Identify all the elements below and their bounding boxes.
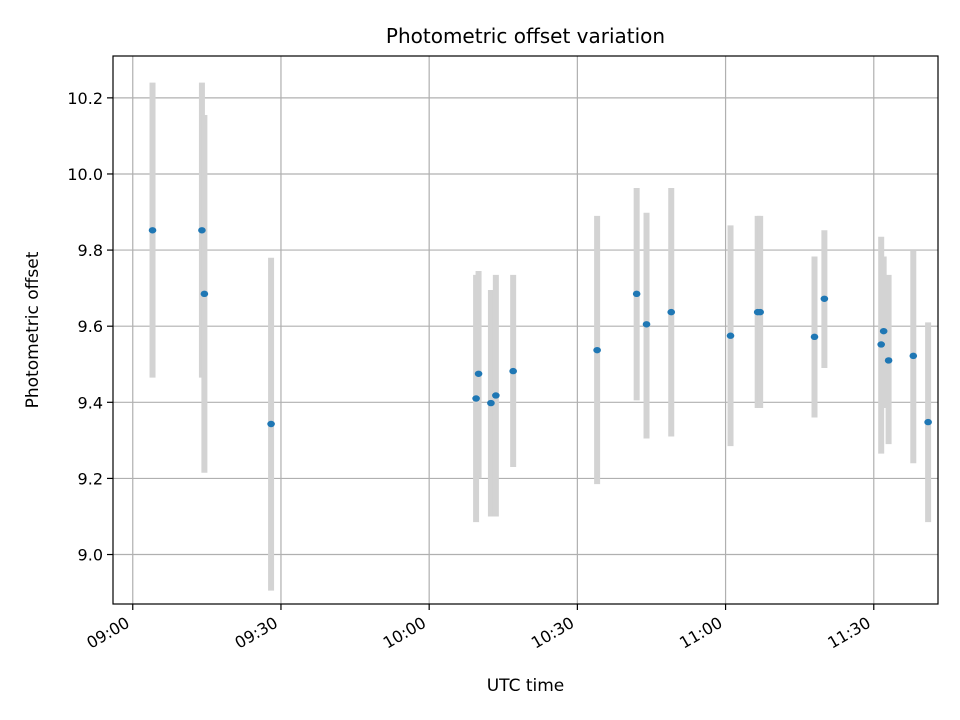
data-point	[909, 352, 918, 360]
data-point	[667, 308, 676, 316]
data-point	[924, 418, 932, 426]
data-points	[148, 227, 932, 428]
data-point	[509, 367, 517, 375]
data-point	[472, 395, 480, 402]
data-point	[593, 346, 601, 354]
y-tick-label: 10.2	[67, 89, 103, 108]
grid-lines	[113, 56, 938, 604]
x-tick-label: 10:00	[380, 613, 429, 653]
x-tick-label: 09:30	[232, 613, 281, 653]
data-point	[148, 227, 157, 234]
y-tick-label: 10.0	[67, 165, 103, 184]
data-point	[267, 420, 275, 428]
data-point	[879, 327, 888, 335]
chart-title: Photometric offset variation	[386, 24, 665, 48]
data-point	[492, 392, 500, 399]
y-tick-label: 9.4	[78, 393, 103, 412]
y-tick-label: 9.8	[78, 241, 103, 260]
data-point	[487, 399, 495, 407]
y-tick-label: 9.0	[78, 546, 103, 565]
x-tick-label: 11:30	[824, 613, 873, 653]
data-point	[474, 370, 483, 377]
data-point	[200, 290, 209, 298]
data-point	[632, 290, 641, 298]
data-point	[877, 341, 885, 348]
y-axis-title: Photometric offset	[23, 251, 43, 408]
data-point	[884, 357, 893, 364]
data-point	[810, 333, 819, 341]
data-point	[820, 295, 829, 302]
x-tick-label: 09:00	[83, 613, 132, 653]
plot-frame	[112, 55, 939, 605]
data-point	[642, 321, 651, 328]
data-point	[756, 308, 764, 316]
x-tick-label: 10:30	[528, 613, 577, 653]
x-axis-title: UTC time	[487, 676, 565, 696]
x-tick-label: 11:00	[676, 613, 725, 653]
y-tick-label: 9.6	[78, 317, 103, 336]
y-tick-label: 9.2	[78, 469, 103, 488]
data-point	[198, 227, 206, 234]
data-point	[726, 332, 735, 339]
